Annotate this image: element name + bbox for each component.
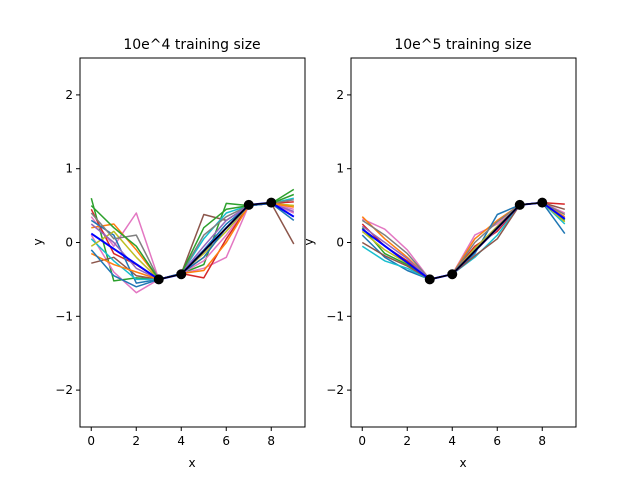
- x-tick-label: 0: [358, 434, 366, 448]
- x-tick-label: 8: [267, 434, 275, 448]
- y-tick-label: 0: [65, 236, 73, 250]
- data-point: [447, 269, 458, 280]
- data-point: [424, 274, 435, 285]
- x-axis-label: x: [459, 456, 466, 470]
- data-point: [176, 269, 187, 280]
- y-axis-label: y: [302, 238, 316, 245]
- data-point: [537, 197, 548, 208]
- x-tick-label: 6: [493, 434, 501, 448]
- y-tick-label: 2: [65, 88, 73, 102]
- x-tick-label: 2: [132, 434, 140, 448]
- y-tick-label: −1: [55, 309, 73, 323]
- data-point: [153, 274, 164, 285]
- subplot-left: 0 2 4 6 8 −2 −1 0 1 2 10e^4 training size x y: [31, 37, 306, 470]
- series-line: [361, 201, 566, 281]
- y-tick-label: 1: [336, 162, 344, 176]
- x-tick-label: 8: [538, 434, 546, 448]
- y-tick-label: −1: [326, 309, 344, 323]
- y-tick-label: −2: [55, 383, 73, 397]
- observed-line: [158, 201, 272, 281]
- chart-title: 10e^5 training size: [394, 37, 531, 53]
- subplot-right: 0 2 4 6 8 −2 −1 0 1 2 10e^5 training size x y: [302, 37, 577, 470]
- y-tick-label: 1: [65, 162, 73, 176]
- observed-line: [429, 201, 543, 281]
- y-axis-label: y: [31, 238, 45, 245]
- data-point: [514, 199, 525, 210]
- plot-area: [90, 188, 295, 294]
- x-tick-label: 0: [87, 434, 95, 448]
- data-point: [243, 199, 254, 210]
- y-tick-label: 2: [336, 88, 344, 102]
- x-tick-label: 6: [222, 434, 230, 448]
- x-tick-label: 2: [403, 434, 411, 448]
- x-tick-label: 4: [448, 434, 456, 448]
- y-tick-label: −2: [326, 383, 344, 397]
- x-tick-label: 4: [177, 434, 185, 448]
- data-point: [266, 197, 277, 208]
- chart-title: 10e^4 training size: [123, 37, 260, 53]
- x-axis-label: x: [188, 456, 195, 470]
- y-tick-label: 0: [336, 236, 344, 250]
- plot-area: [361, 197, 566, 285]
